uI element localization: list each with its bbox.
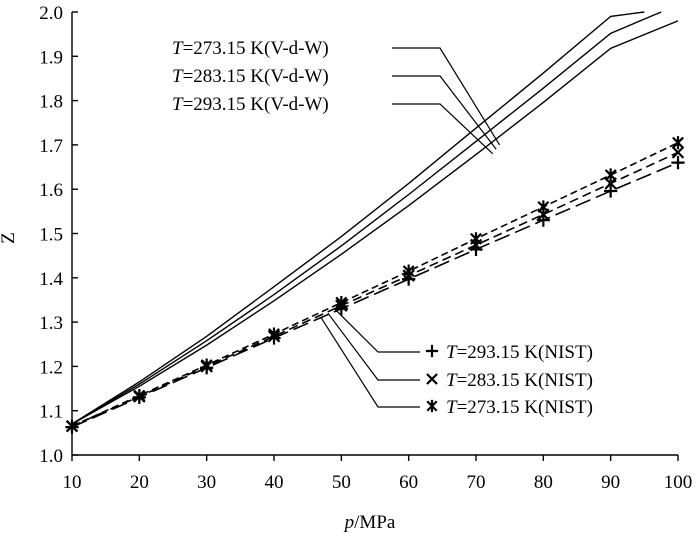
vdw-curve-273.15 [71,11,645,425]
legend-cross-marker [426,373,438,385]
vdw-series-label: T=273.15 K(V-d-W) [172,38,329,59]
x-tick-label: 70 [467,472,486,493]
label-rest: =283.15 K(NIST) [457,370,593,391]
legend-asterisk-marker [426,399,438,413]
asterisk-marker [268,327,280,341]
nist-curve-273.15 [71,141,679,427]
asterisk-marker [133,389,146,403]
ticks [71,11,679,461]
x-tick-label: 80 [534,472,553,493]
vdw-series-label: T=293.15 K(V-d-W) [172,94,329,115]
nist-curve-283.15 [71,151,679,427]
asterisk-marker [335,296,348,310]
x-axis-title-variable: p [343,512,355,533]
vdw-series-label: T=283.15 K(V-d-W) [172,66,329,87]
annotation-leaders [320,47,501,408]
x-tick-label: 20 [130,472,149,493]
y-tick-label: 1.5 [39,225,63,246]
label-variable: T [172,38,184,59]
plus-marker [536,213,550,227]
y-tick-label: 2.0 [39,3,63,24]
asterisk-marker [470,232,482,246]
label-rest: =273.15 K(V-d-W) [183,38,329,59]
cross-marker [671,146,685,159]
vdw-curve-293.15 [71,20,679,425]
asterisk-marker [66,419,78,433]
x-tick-label: 50 [332,472,351,493]
y-tick-label: 1.8 [39,92,63,113]
nist-curve-293.15 [71,161,679,428]
y-tick-label: 1.4 [39,269,63,290]
nist-leader-line [334,308,420,353]
label-variable: T [172,94,184,115]
y-tick-label: 1.2 [39,357,63,378]
label-variable: T [446,370,458,391]
vdw-leader-line [392,47,501,146]
y-tick-label: 1.7 [39,136,63,157]
x-tick-label: 30 [197,472,216,493]
vdw-curve-283.15 [71,11,662,425]
x-tick-label: 40 [265,472,284,493]
label-variable: T [172,66,184,87]
y-tick-label: 1.6 [39,180,63,201]
x-tick-label: 10 [63,472,82,493]
x-axis-title: p/MPa [343,512,396,533]
y-tick-label: 1.1 [39,402,63,423]
vdw-leader-line [392,103,494,155]
asterisk-marker [402,264,415,278]
asterisk-marker [200,358,213,372]
x-axis-title-unit: /MPa [354,512,396,533]
asterisk-marker [537,200,550,214]
x-tick-label: 60 [399,472,418,493]
plus-marker [604,184,618,198]
legend-plus-marker [425,344,439,358]
nist-series-label: T=293.15 K(NIST) [446,342,593,363]
asterisk-marker [672,136,684,150]
x-tick-label: 100 [664,472,693,493]
series-lines [71,11,679,428]
nist-series-label: T=273.15 K(NIST) [446,397,593,418]
vdw-leader-line [392,75,497,150]
x-tick-label: 90 [601,472,620,493]
nist-leader-line [320,317,420,408]
asterisk-marker [604,168,617,182]
y-tick-label: 1.9 [39,47,63,68]
nist-series-label: T=283.15 K(NIST) [446,370,593,391]
y-axis-title: Z [0,232,19,244]
tick-labels: 10 20 30 40 50 60 70 80 90 100 1.0 1.1 1.2 1.3 1.4 1.5 1… [39,3,692,493]
label-rest: =293.15 K(NIST) [457,342,593,363]
series-annotations: T=273.15 K(V-d-W)T=283.15 K(V-d-W)T=293.… [172,38,593,418]
y-tick-label: 1.3 [39,313,63,334]
cross-marker [604,177,617,190]
plus-marker [671,156,685,170]
y-tick-label: 1.0 [39,446,63,467]
label-rest: =293.15 K(V-d-W) [183,94,329,115]
label-variable: T [446,342,458,363]
label-rest: =283.15 K(V-d-W) [183,66,329,87]
label-variable: T [446,397,458,418]
label-rest: =273.15 K(NIST) [457,397,593,418]
series-markers [65,136,685,434]
nist-leader-line [327,312,420,381]
